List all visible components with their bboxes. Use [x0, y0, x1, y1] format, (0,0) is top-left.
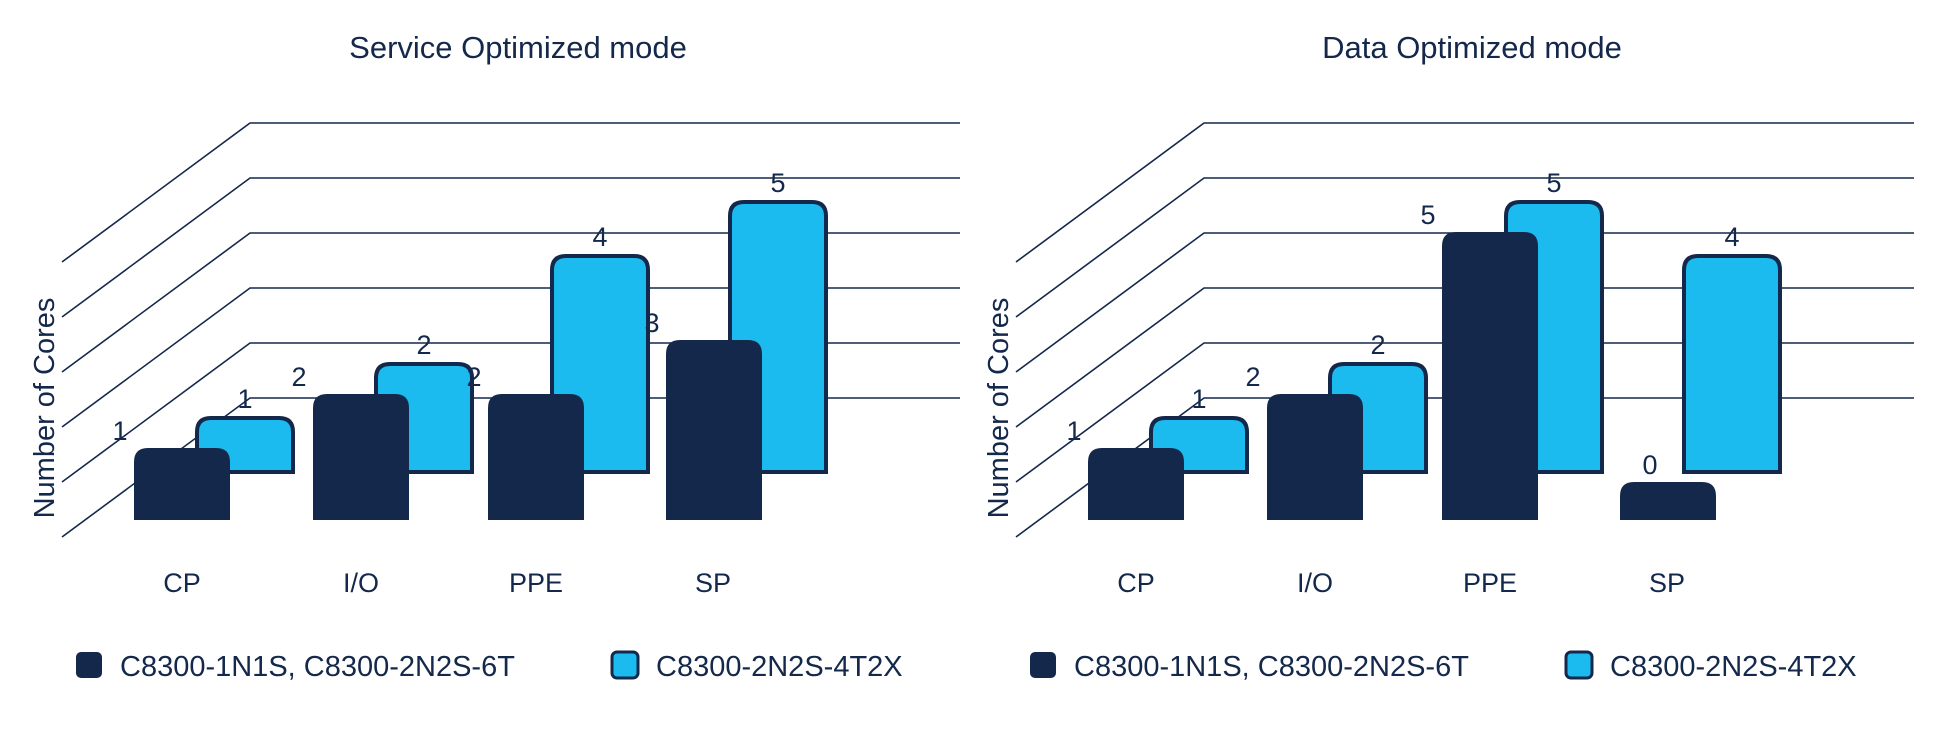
gridline — [1015, 122, 1914, 263]
data-label-back-cp: 1 — [1191, 384, 1206, 414]
bar-front-sp — [666, 340, 762, 520]
legend-swatch-light — [1564, 650, 1594, 680]
data-label-back-sp: 5 — [770, 168, 785, 198]
legend-swatch-light — [610, 650, 640, 680]
data-label-front-cp: 1 — [112, 416, 127, 446]
data-label-front-i-o: 2 — [1245, 362, 1260, 392]
legend-label-light: C8300-2N2S-4T2X — [656, 651, 903, 683]
data-label-front-cp: 1 — [1066, 416, 1081, 446]
legend-label-dark: C8300-1N1S, C8300-2N2S-6T — [120, 651, 515, 683]
gridline — [1015, 177, 1914, 318]
data-label-front-i-o: 2 — [291, 362, 306, 392]
bar-front-ppe — [1442, 232, 1538, 520]
legend-swatch-dark — [1030, 652, 1056, 678]
category-label-ppe: PPE — [509, 568, 563, 598]
category-label-sp: SP — [1649, 568, 1685, 598]
category-label-cp: CP — [163, 568, 201, 598]
chart-svg-data-optimized: Data Optimized mode Number of Cores 1 2 5 4 1 2… — [983, 30, 1914, 683]
gridline — [1015, 287, 1914, 428]
gridline — [61, 287, 960, 428]
gridline — [1015, 232, 1914, 373]
chart-title: Service Optimized mode — [349, 30, 687, 65]
gridline — [61, 232, 960, 373]
gridline — [1015, 397, 1914, 538]
data-label-back-cp: 1 — [237, 384, 252, 414]
data-label-back-i-o: 2 — [416, 330, 431, 360]
chart-svg-service-optimized: Service Optimized mode Number of Cores 1 2 4… — [29, 30, 960, 683]
legend-label-dark: C8300-1N1S, C8300-2N2S-6T — [1074, 651, 1469, 683]
data-label-front-sp: 0 — [1642, 450, 1657, 480]
data-label-back-ppe: 5 — [1546, 168, 1561, 198]
category-label-i-o: I/O — [1297, 568, 1333, 598]
data-label-front-sp: 3 — [644, 308, 659, 338]
bar-front-cp — [134, 448, 230, 520]
bar-front-i-o — [1267, 394, 1363, 520]
category-label-i-o: I/O — [343, 568, 379, 598]
bar-front-sp — [1620, 482, 1716, 520]
data-label-back-i-o: 2 — [1370, 330, 1385, 360]
data-label-front-ppe: 5 — [1420, 200, 1435, 230]
chart-title: Data Optimized mode — [1322, 30, 1622, 65]
chart-service-optimized: Service Optimized mode Number of Cores 1 2 4… — [29, 30, 960, 683]
legend-label-light: C8300-2N2S-4T2X — [1610, 651, 1857, 683]
data-label-back-sp: 4 — [1724, 222, 1739, 252]
gridline — [61, 122, 960, 263]
bar-back-sp — [1682, 254, 1782, 474]
category-label-cp: CP — [1117, 568, 1155, 598]
chart-data-optimized: Data Optimized mode Number of Cores 1 2 5 4 1 2… — [954, 0, 1922, 729]
category-label-ppe: PPE — [1463, 568, 1517, 598]
data-label-back-ppe: 4 — [592, 222, 607, 252]
bar-front-cp — [1088, 448, 1184, 520]
bar-front-ppe — [488, 394, 584, 520]
gridline — [61, 177, 960, 318]
y-axis-label: Number of Cores — [983, 298, 1015, 519]
gridline — [1015, 342, 1914, 483]
data-label-front-ppe: 2 — [466, 362, 481, 392]
bar-front-i-o — [313, 394, 409, 520]
category-label-sp: SP — [695, 568, 731, 598]
legend-swatch-dark — [76, 652, 102, 678]
y-axis-label: Number of Cores — [29, 298, 61, 519]
